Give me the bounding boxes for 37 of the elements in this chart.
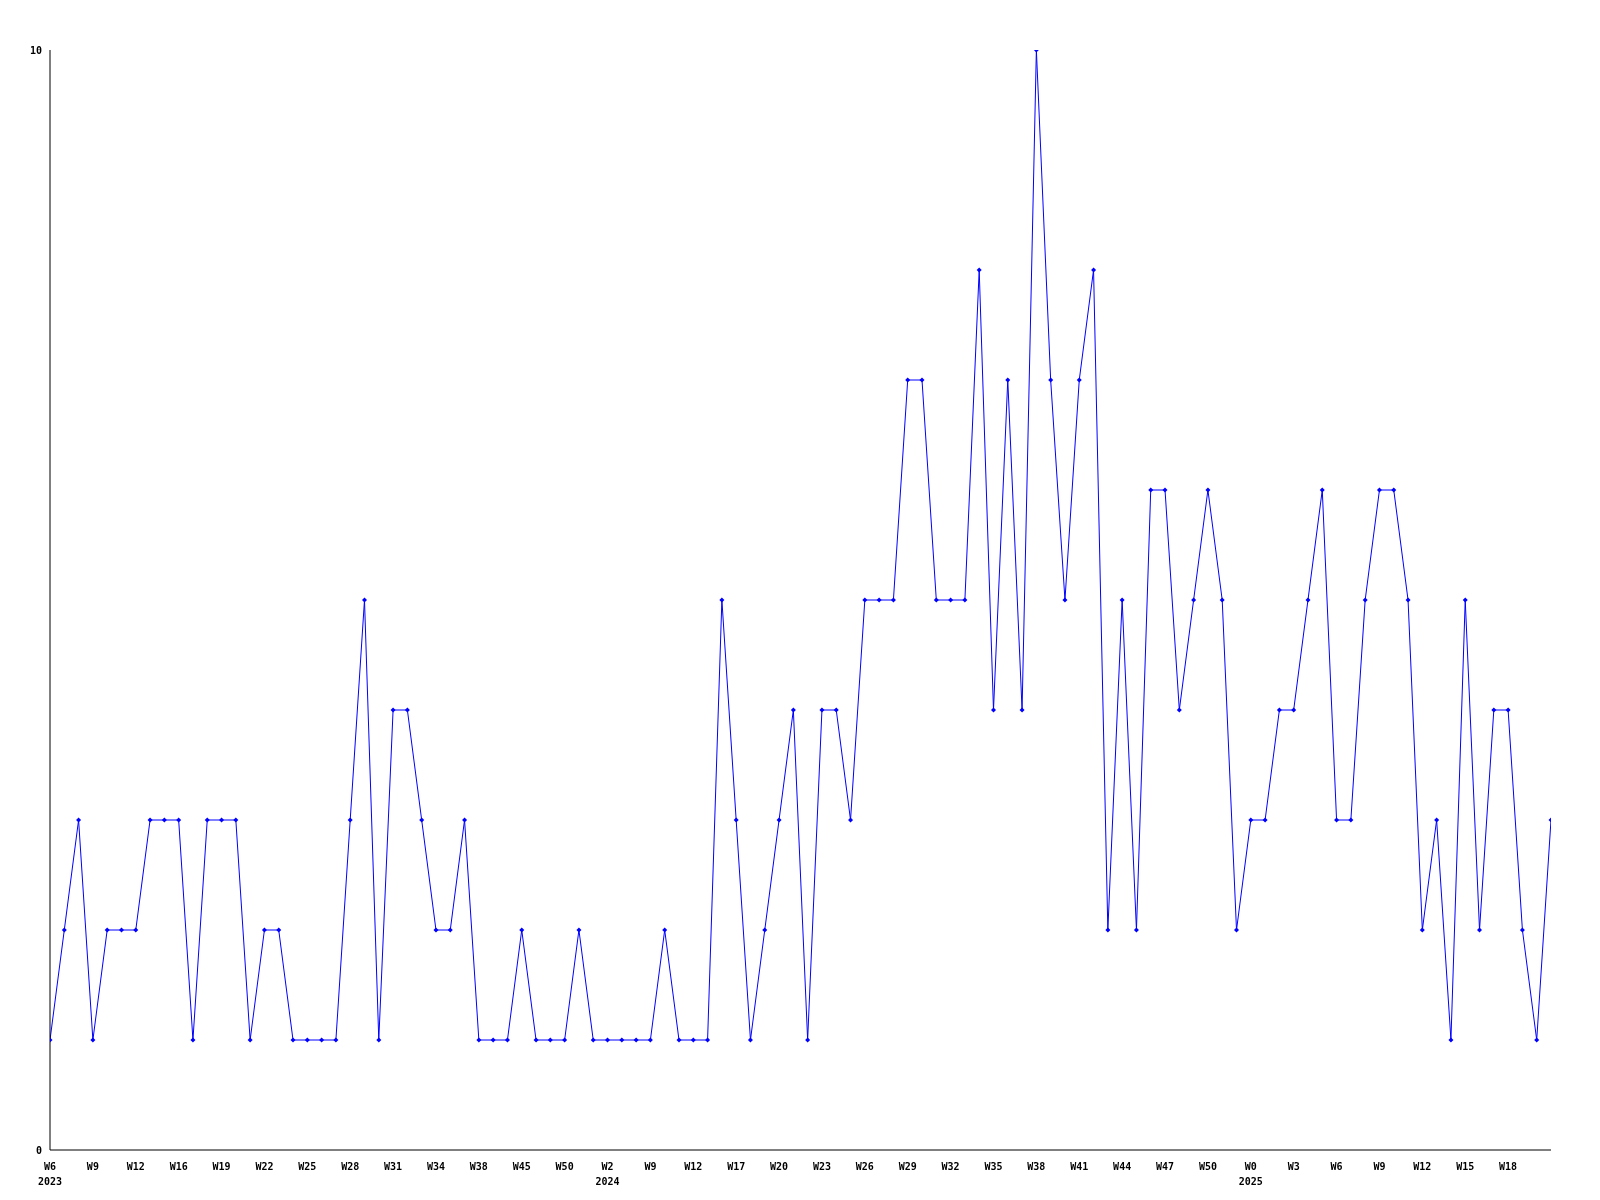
x-tick-label: W20 [770,1161,789,1172]
x-tick-label: W32 [941,1161,960,1172]
x-tick-label: W15 [1456,1161,1475,1172]
x-tick-label: W50 [555,1161,574,1172]
x-tick-label: W25 [298,1161,317,1172]
x-tick-label: W47 [1156,1161,1175,1172]
x-tick-label: W9 [1373,1161,1386,1172]
x-tick-label: W22 [255,1161,274,1172]
x-tick-label: W41 [1070,1161,1089,1172]
x-tick-label: W45 [512,1161,531,1172]
y-tick-label: 0 [35,1144,42,1156]
x-tick-label: W9 [644,1161,657,1172]
x-tick-label: W6 2023 [37,1161,63,1187]
x-tick-label: W12 [126,1161,145,1172]
x-tick-label: W34 [426,1161,445,1172]
x-tick-label: W23 [812,1161,831,1172]
x-tick-label: W35 [984,1161,1003,1172]
x-tick-label: W50 [1198,1161,1217,1172]
x-tick-label: W6 [1330,1161,1343,1172]
x-tick-label: W26 [855,1161,874,1172]
x-tick-label: W12 [1413,1161,1432,1172]
x-tick-label: W16 [169,1161,188,1172]
x-tick-label: W38 [1027,1161,1046,1172]
x-tick-label: W3 [1287,1161,1300,1172]
x-tick-label: W0 2025 [1238,1161,1263,1187]
x-tick-label: W29 [898,1161,917,1172]
x-tick-label: W28 [341,1161,360,1172]
x-tick-label: W44 [1113,1161,1132,1172]
x-tick-label: W17 [727,1161,746,1172]
x-tick-label: W18 [1499,1161,1518,1172]
x-tick-label: W19 [212,1161,231,1172]
y-tick-label: 10 [29,44,42,56]
x-tick-label: W2 2024 [595,1161,620,1187]
x-tick-label: W9 [86,1161,99,1172]
x-tick-label: W12 [684,1161,703,1172]
x-tick-label: W31 [384,1161,403,1172]
x-tick-label: W38 [469,1161,488,1172]
